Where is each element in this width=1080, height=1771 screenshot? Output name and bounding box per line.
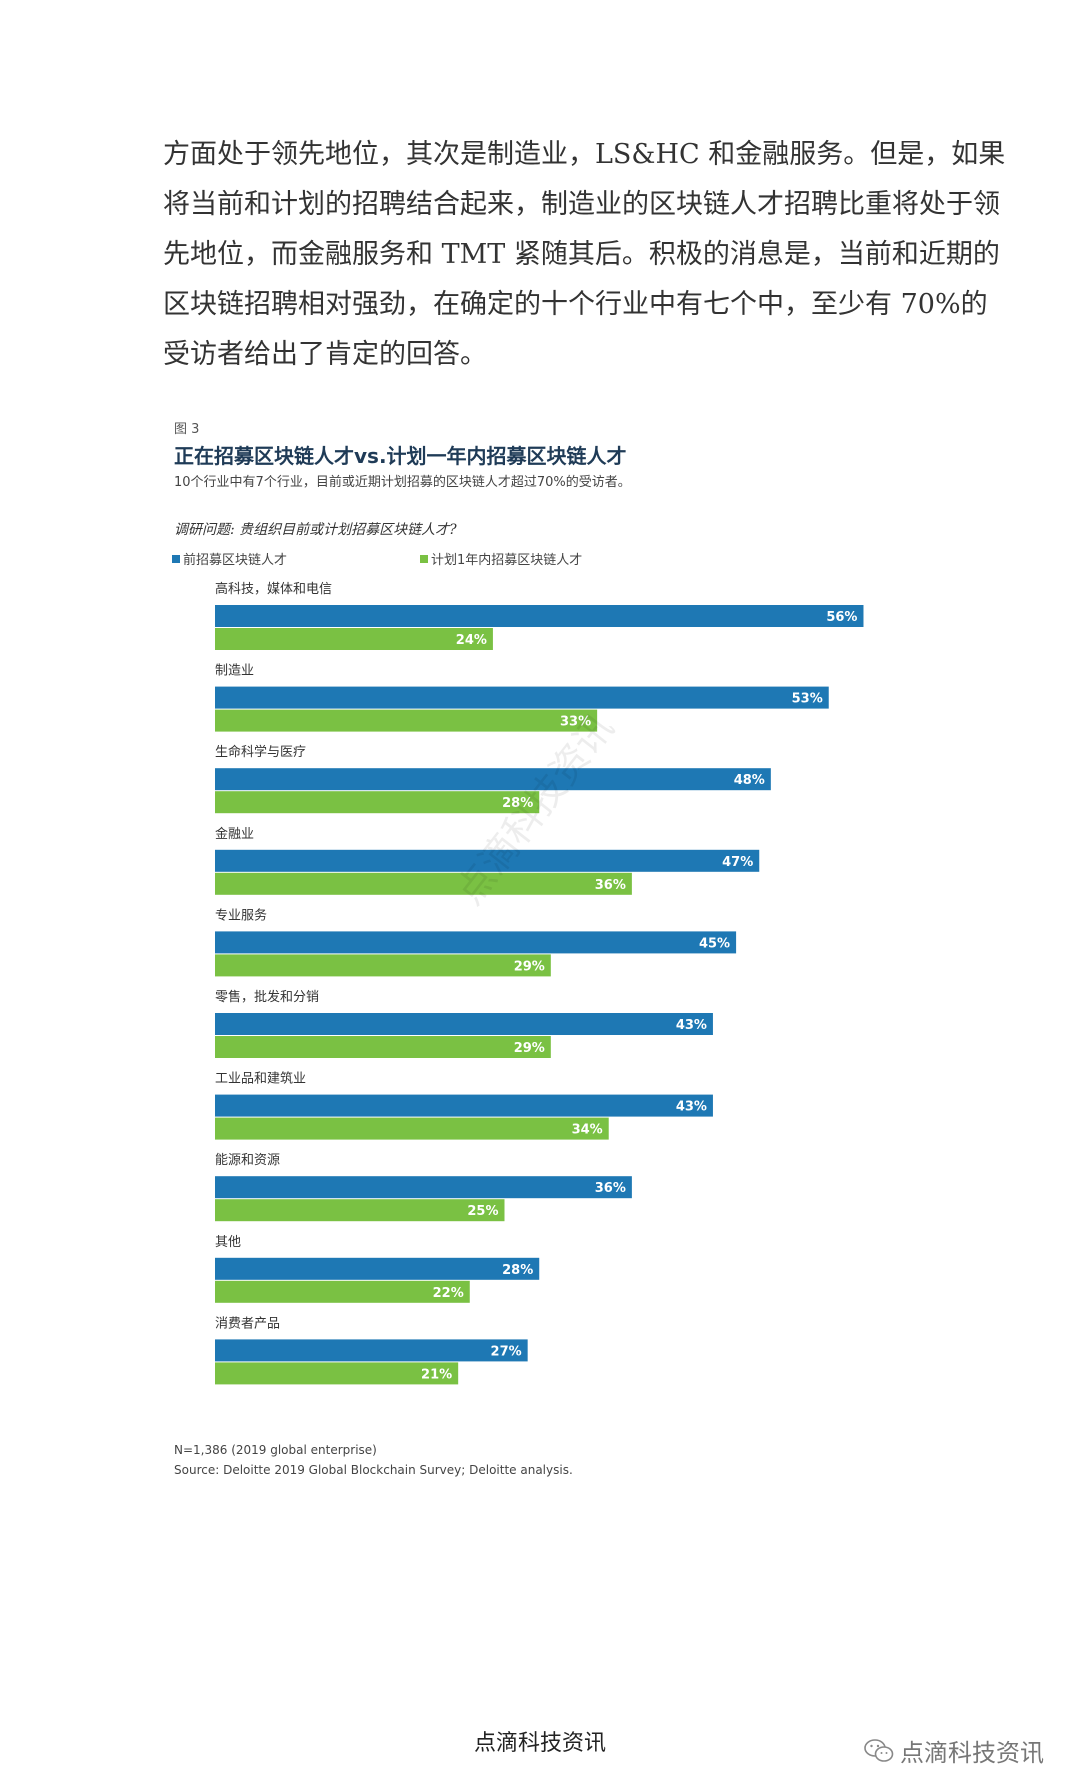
category-label: 专业服务 [215,907,267,923]
bar-current [215,1257,540,1280]
legend-swatch-current [172,554,180,563]
data-label: 56% [826,610,857,625]
data-label: 48% [734,773,765,788]
bar-planned [215,791,540,814]
data-label: 28% [502,1263,533,1278]
legend-label-current: 前招募区块链人才 [183,553,288,568]
data-label: 22% [433,1286,464,1301]
data-label: 36% [595,1181,626,1196]
data-label: 45% [699,936,730,951]
legend-planned: 计划1年内招募区块链人才 [420,549,582,568]
legend-label-planned: 计划1年内招募区块链人才 [431,553,583,568]
bar-current [215,768,771,791]
bar-current [215,1339,528,1362]
data-label: 47% [722,855,753,870]
data-label: 29% [514,959,545,974]
data-label: 27% [491,1344,522,1359]
bar-current [215,931,737,954]
data-label: 34% [572,1123,603,1138]
bar-planned [215,709,598,732]
category-label: 金融业 [215,826,254,842]
bar-current [215,1013,713,1035]
paragraph-line: 区块链招聘相对强劲，在确定的十个行业中有七个中，至少有 70%的 [163,289,988,320]
bar-current [215,849,760,872]
bar-planned [215,954,551,977]
figure-label: 图 3 [174,422,200,437]
data-label: 29% [514,1041,545,1056]
bar-current [215,1094,713,1117]
footer-brand-label: 点滴科技资讯 [900,1739,1044,1767]
footer-brand: 点滴科技资讯 [864,1733,1044,1768]
bar-planned [215,1117,609,1140]
body-paragraph: 方面处于领先地位，其次是制造业，LS&HC 和金融服务。但是，如果 将当前和计划… [163,130,1006,380]
category-label: 其他 [215,1235,241,1250]
data-label: 24% [456,633,487,648]
data-label: 33% [560,715,591,730]
bar-planned [215,1280,470,1303]
bar-planned [215,1036,551,1058]
data-label: 43% [676,1100,707,1115]
data-label: 36% [595,878,626,893]
category-label: 工业品和建筑业 [215,1071,306,1087]
bar-planned [215,1199,505,1222]
bar-planned [215,872,632,895]
bar-current [215,1176,632,1199]
data-label: 25% [467,1204,498,1219]
survey-question: 调研问题: 贵组织目前或计划招募区块链人才? [174,522,457,538]
data-label: 43% [676,1018,707,1033]
category-label: 零售，批发和分销 [215,989,319,1005]
paragraph-line: 方面处于领先地位，其次是制造业，LS&HC 和金融服务。但是，如果 [163,139,1006,170]
bar-planned [215,1362,459,1385]
note-sample-size: N=1,386 (2019 global enterprise) [174,1443,377,1457]
paragraph-line: 先地位，而金融服务和 TMT 紧随其后。积极的消息是，当前和近期的 [163,239,1000,270]
note-source: Source: Deloitte 2019 Global Blockchain … [174,1463,573,1477]
footer-title: 点滴科技资讯 [473,1731,606,1756]
data-label: 28% [502,796,533,811]
wechat-icon [864,1738,894,1762]
bar-current [215,686,829,709]
chart-subtitle: 10个行业中有7个行业，目前或近期计划招募的区块链人才超过70%的受访者。 [174,475,631,490]
bar-current [215,605,864,627]
category-label: 消费者产品 [215,1316,280,1331]
category-label: 制造业 [215,664,254,679]
category-label: 生命科学与医疗 [215,744,306,760]
paragraph-line: 将当前和计划的招聘结合起来，制造业的区块链人才招聘比重将处于领 [163,189,1000,220]
paragraph-line: 受访者给出了肯定的回答。 [163,339,487,370]
data-label: 53% [792,692,823,707]
legend-current: 前招募区块链人才 [172,549,287,568]
bar-planned [215,628,493,650]
chart-title: 正在招募区块链人才vs.计划一年内招募区块链人才 [174,444,627,468]
data-label: 21% [421,1367,452,1382]
category-label: 能源和资源 [215,1153,280,1168]
legend-swatch-planned [420,554,428,563]
category-label: 高科技，媒体和电信 [215,581,332,597]
